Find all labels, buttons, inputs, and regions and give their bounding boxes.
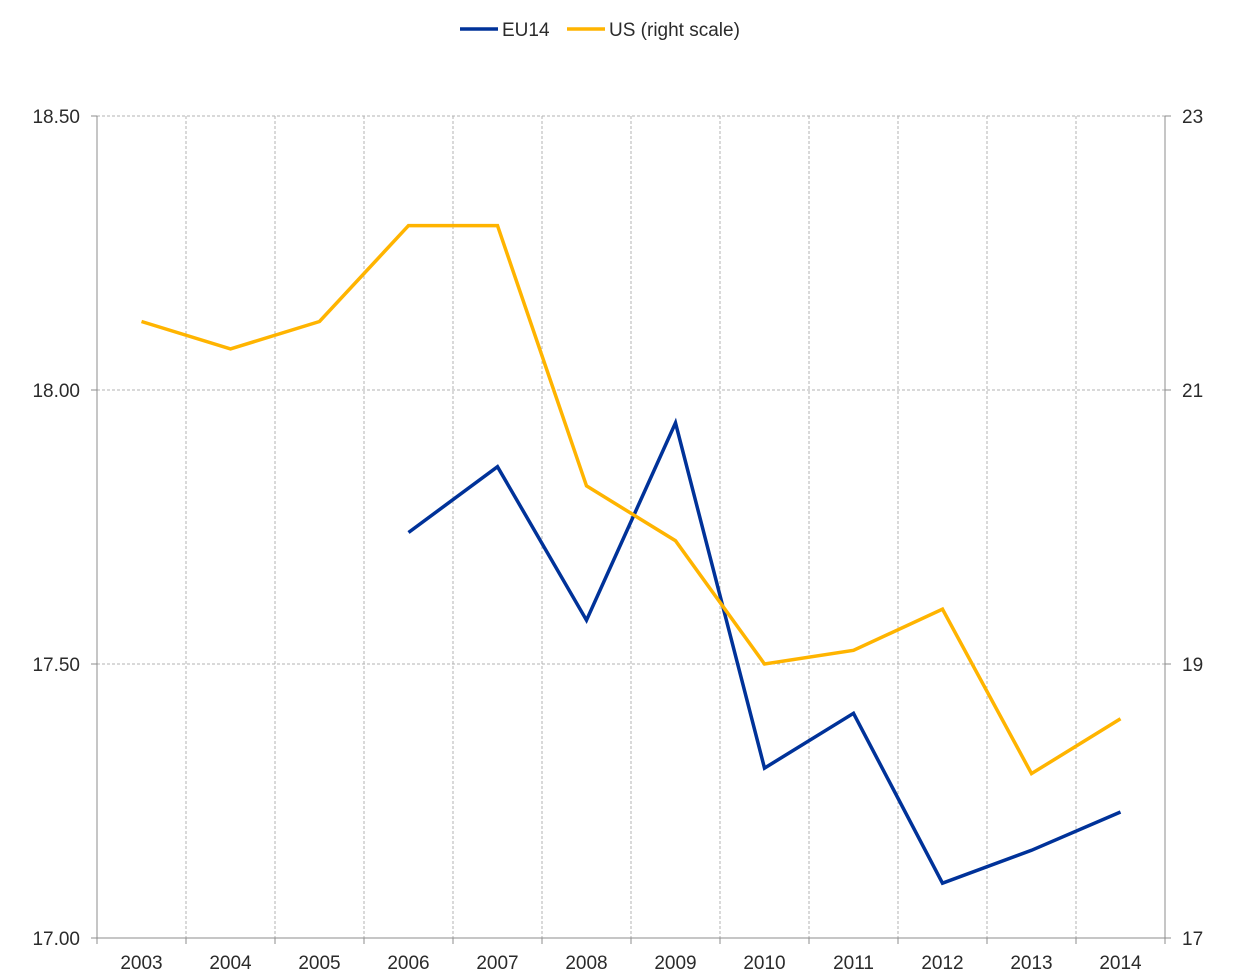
- right-tick-label: 23: [1182, 107, 1203, 128]
- x-tick-label: 2007: [476, 953, 518, 974]
- x-tick-label: 2012: [921, 953, 963, 974]
- axes: 17.00 17.50 18.00 18.50 17 19 21 23 2003 2004 2005…: [32, 107, 1203, 974]
- left-tick-label: 18.50: [32, 107, 80, 128]
- x-tick-label: 2013: [1010, 953, 1052, 974]
- x-tick-label: 2003: [120, 953, 162, 974]
- series-lines: [140, 223, 1122, 886]
- legend-item: EU14: [460, 20, 550, 41]
- legend-label: EU14: [502, 20, 550, 41]
- left-tick-label: 18.00: [32, 381, 80, 402]
- left-tick-label: 17.00: [32, 929, 80, 950]
- right-tick-label: 21: [1182, 381, 1203, 402]
- x-tick-label: 2004: [209, 953, 252, 974]
- x-tick-label: 2005: [298, 953, 340, 974]
- right-tick-label: 19: [1182, 655, 1203, 676]
- x-tick-label: 2011: [833, 953, 874, 974]
- left-tick-label: 17.50: [32, 655, 80, 676]
- grid: [97, 115, 1165, 938]
- x-tick-label: 2006: [387, 953, 429, 974]
- legend: EU14 US (right scale): [460, 20, 740, 41]
- legend-item: US (right scale): [567, 20, 740, 41]
- series-line-us-right-scale: [140, 223, 1122, 777]
- x-tick-label: 2008: [565, 953, 607, 974]
- x-tick-label: 2014: [1099, 953, 1142, 974]
- x-tick-label: 2009: [654, 953, 696, 974]
- right-tick-label: 17: [1182, 929, 1203, 950]
- series-line-eu14: [407, 417, 1122, 886]
- x-tick-label: 2010: [743, 953, 785, 974]
- legend-label: US (right scale): [609, 20, 740, 41]
